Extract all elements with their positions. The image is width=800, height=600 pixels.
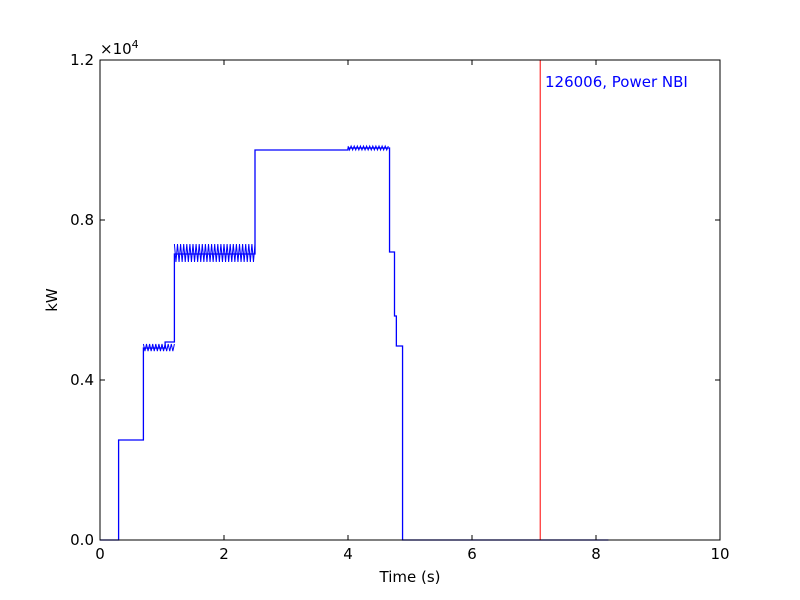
x-tick-label: 0 bbox=[95, 545, 105, 563]
y-tick-label: 0.8 bbox=[70, 211, 94, 229]
x-tick-label: 2 bbox=[219, 545, 229, 563]
x-tick-label: 4 bbox=[343, 545, 353, 563]
y-tick-label: 0.0 bbox=[70, 531, 94, 549]
y-scale-power: 4 bbox=[132, 38, 139, 51]
x-tick-label: 8 bbox=[591, 545, 601, 563]
x-tick-label: 6 bbox=[467, 545, 477, 563]
y-scale-base: ×10 bbox=[100, 40, 132, 58]
y-scale-exponent: ×104 bbox=[100, 38, 139, 58]
x-tick-label: 10 bbox=[710, 545, 729, 563]
ripple-segment bbox=[347, 144, 389, 152]
plot-frame bbox=[99, 59, 721, 541]
ripple-segment bbox=[173, 243, 256, 263]
marks bbox=[100, 60, 609, 541]
y-tick-label: 1.2 bbox=[70, 51, 94, 69]
annotation-label: 126006, Power NBI bbox=[545, 73, 688, 91]
x-axis-label: Time (s) bbox=[379, 568, 441, 586]
y-axis-label: kW bbox=[43, 288, 61, 312]
plot-area bbox=[100, 60, 720, 540]
y-tick-label: 0.4 bbox=[70, 371, 94, 389]
ripple-segment bbox=[142, 343, 175, 352]
ticks: 0 2 4 6 8 10 0.0 0.4 0.8 1.2 bbox=[70, 51, 729, 563]
series-line bbox=[100, 147, 609, 541]
